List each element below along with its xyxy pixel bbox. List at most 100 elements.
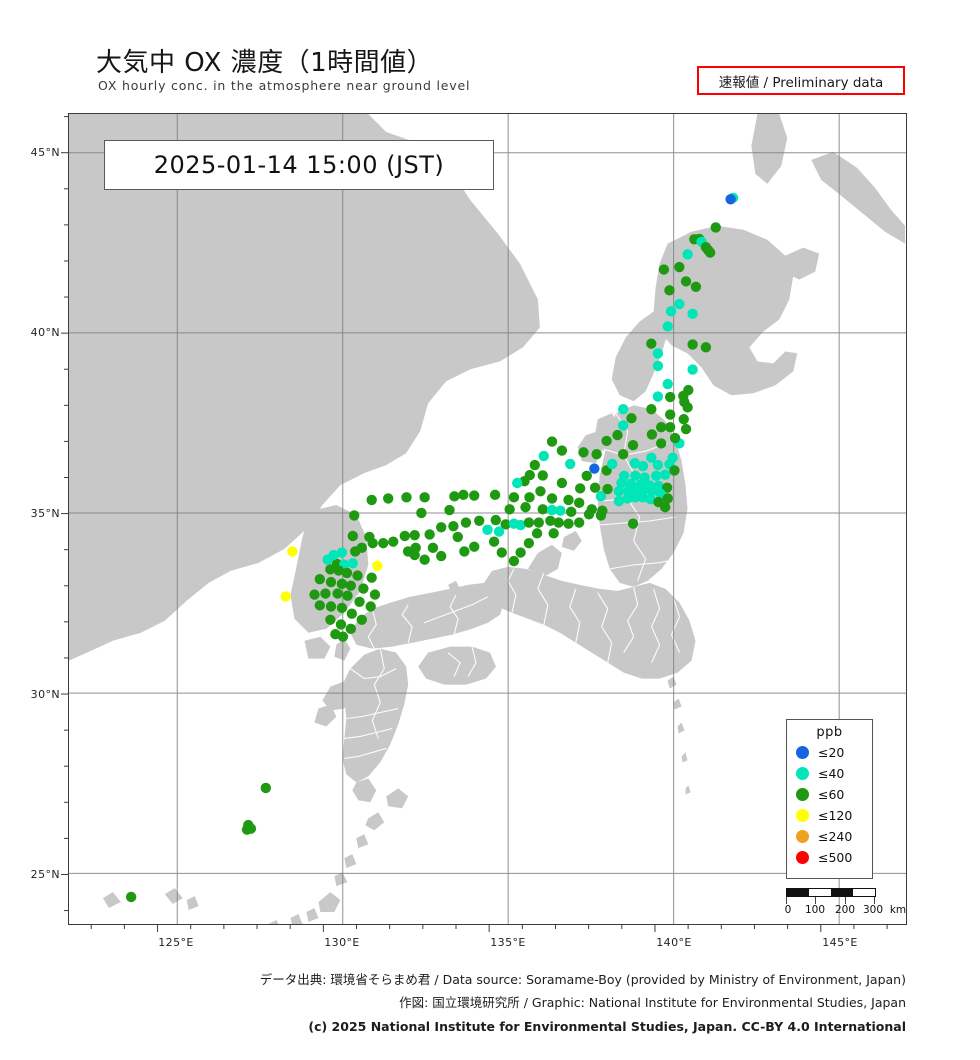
station-point [459,546,470,557]
station-point [565,458,576,470]
station-point [602,483,613,495]
station-point [646,403,657,415]
station-point [410,542,421,554]
station-point [674,261,685,273]
station-point [341,567,353,579]
station-point [553,517,564,528]
station-point [627,518,639,529]
station-point [646,486,658,497]
legend-item-label: ≤60 [818,787,845,802]
station-point [573,497,585,509]
station-point [448,520,459,532]
station-point [613,495,625,507]
station-point [655,438,667,449]
station-point [336,547,348,558]
station-point [659,501,671,513]
station-point [508,555,520,567]
station-point [500,519,511,530]
station-point [652,391,664,402]
station-point [574,483,586,494]
legend-item: ≤60 [787,784,872,805]
station-point [523,537,535,549]
station-point [358,583,369,594]
station-point [646,338,657,349]
station-point [680,423,692,435]
station-point [583,509,595,520]
station-point [546,504,558,516]
station-point [710,222,721,233]
scale-bar-labels: 0 100 200 300 km [784,904,907,917]
station-point [320,588,331,599]
station-point [690,281,702,292]
station-point [591,448,602,460]
station-point [556,445,568,456]
x-axis-tick-125e: 125°E [158,936,194,949]
station-point [347,558,359,569]
station-point [366,494,377,506]
legend-panel: ppb ≤20 ≤40 ≤60 ≤120 ≤240 ≤500 [786,719,873,879]
station-point [669,465,680,476]
station-point [515,519,526,531]
station-point [354,596,365,607]
station-point [529,459,540,471]
station-point [347,530,359,542]
station-point [622,493,633,504]
station-point [366,572,377,583]
station-point [595,510,607,521]
x-axis-tick-145e: 145°E [822,936,858,949]
station-point [469,541,480,552]
legend-item-label: ≤120 [818,808,853,823]
station-point [546,436,558,447]
station-point [652,360,664,372]
legend-swatch-icon [796,851,809,864]
map-plot-area[interactable] [68,113,907,925]
station-point [674,298,685,310]
legend-swatch-icon [796,809,809,822]
station-point [573,517,585,528]
station-point [563,494,574,506]
station-point [531,528,543,539]
scale-bar-label-0: 0 [784,904,792,916]
station-point [589,482,601,493]
station-point [342,590,353,601]
station-point [349,510,360,521]
station-point [345,580,357,591]
y-axis-tick-25n: 25°N [30,868,60,881]
timestamp-label: 2025-01-14 15:00 (JST) [153,151,445,179]
station-point [545,515,556,526]
legend-swatch-icon [796,830,809,843]
station-point [556,477,568,489]
station-point [336,578,348,590]
station-point [424,529,435,540]
station-point [378,537,389,549]
station-point [399,530,410,542]
legend-item: ≤240 [787,826,872,847]
scale-bar-ticks [786,897,876,904]
station-point [388,536,399,547]
station-point [345,623,357,635]
station-point [535,486,546,497]
station-point [645,494,656,505]
scale-bar-label-100: 100 [804,904,826,916]
station-point [652,348,664,359]
x-axis-tick-130e: 130°E [324,936,360,949]
station-point [493,526,505,537]
preliminary-data-label: 速報値 / Preliminary data [718,74,884,91]
station-point [687,308,698,319]
legend-item-label: ≤500 [818,850,853,865]
station-point [427,542,439,554]
station-point [309,589,320,600]
legend-item: ≤40 [787,763,872,784]
station-point [662,493,673,504]
station-point [680,276,692,287]
station-point [322,554,333,565]
station-point [661,482,673,493]
station-point [490,514,501,526]
station-point [548,528,559,539]
station-point [325,564,336,575]
station-point [332,588,343,599]
station-point [444,504,455,516]
station-point [474,515,485,526]
legend-item-label: ≤40 [818,766,845,781]
station-point [655,422,667,433]
